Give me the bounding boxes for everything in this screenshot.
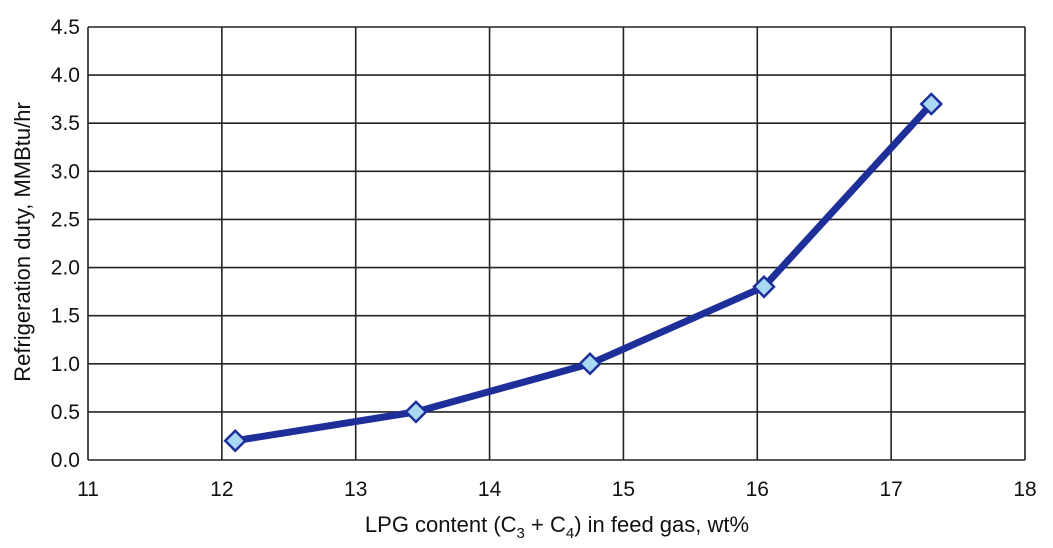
y-tick-label: 4.0 bbox=[51, 64, 80, 87]
data-point-marker bbox=[223, 428, 248, 453]
data-point-marker bbox=[578, 352, 602, 376]
y-tick-label: 3.5 bbox=[51, 112, 80, 135]
data-point-marker bbox=[919, 92, 944, 116]
x-axis-title-part-3: ) in feed gas, wt% bbox=[574, 512, 749, 537]
y-tick-label: 0.0 bbox=[51, 449, 80, 472]
x-tick-label: 14 bbox=[478, 478, 502, 501]
data-point-marker bbox=[752, 275, 776, 299]
marker-group bbox=[223, 92, 944, 453]
x-tick-label: 13 bbox=[344, 478, 367, 501]
x-tick-label: 17 bbox=[879, 478, 902, 501]
x-axis-title-part-2: + C bbox=[525, 512, 566, 537]
y-tick-label: 4.5 bbox=[51, 16, 80, 39]
y-tick-label: 3.0 bbox=[51, 160, 80, 183]
y-tick-label: 2.5 bbox=[51, 208, 80, 231]
y-tick-labels: 0.0 0.5 1.0 1.5 2.0 2.5 3.0 3.5 4.0 4.5 bbox=[51, 16, 80, 472]
x-tick-label: 11 bbox=[77, 478, 99, 501]
x-tick-label: 12 bbox=[210, 478, 233, 501]
y-tick-label: 0.5 bbox=[51, 401, 80, 424]
grid bbox=[87, 26, 1026, 461]
series-line bbox=[231, 100, 935, 445]
x-tick-label: 15 bbox=[612, 478, 635, 501]
y-axis-title: Refrigeration duty, MMBtu/hr bbox=[10, 102, 35, 382]
x-tick-label: 16 bbox=[746, 478, 769, 501]
x-axis-title-subscript-3: 3 bbox=[517, 525, 525, 542]
x-tick-labels: 11 12 13 14 15 16 17 18 bbox=[77, 478, 1037, 501]
x-tick-label: 18 bbox=[1013, 478, 1036, 501]
series-line-group bbox=[231, 100, 935, 445]
y-tick-label: 1.5 bbox=[51, 305, 80, 328]
x-axis-title: LPG content (C3 + C4) in feed gas, wt% bbox=[365, 512, 749, 542]
x-axis-title-part-1: LPG content (C bbox=[365, 512, 517, 537]
y-tick-label: 1.0 bbox=[51, 353, 80, 376]
x-axis-title-subscript-4: 4 bbox=[566, 525, 574, 542]
data-point-marker bbox=[404, 400, 428, 424]
y-tick-label: 2.0 bbox=[51, 257, 80, 280]
